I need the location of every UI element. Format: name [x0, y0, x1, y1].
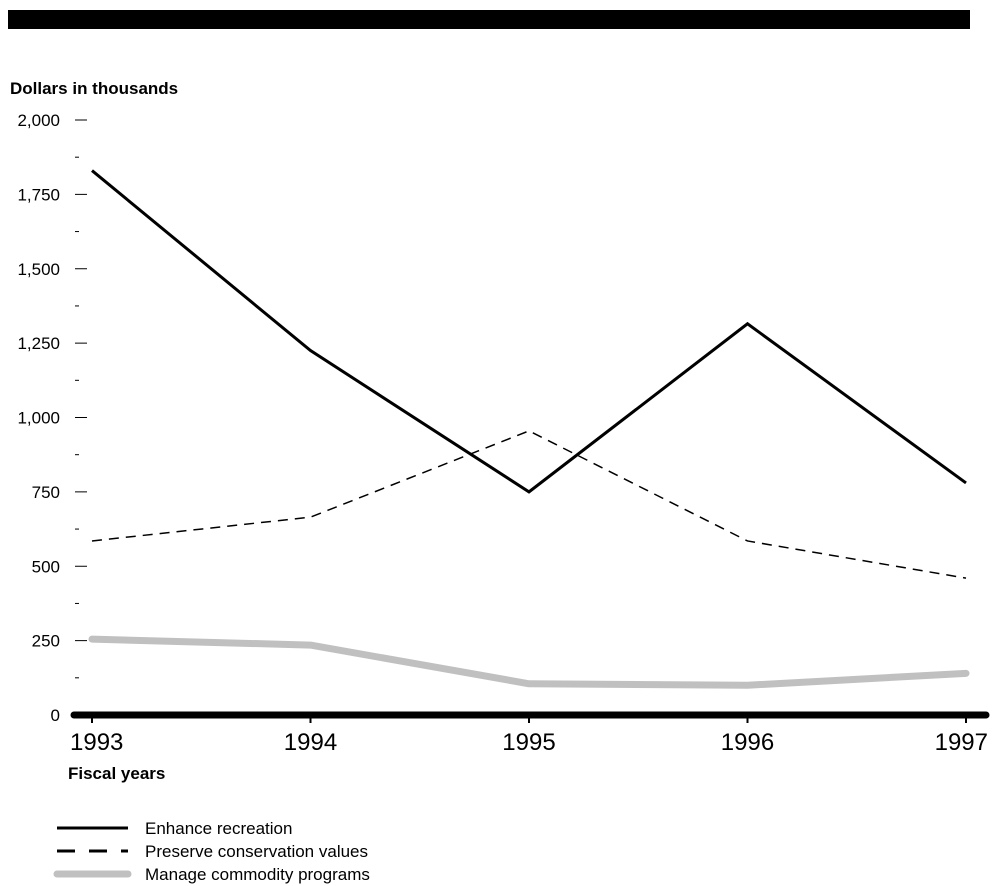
top-banner-bar	[8, 10, 970, 29]
legend: Enhance recreation Preserve conservation …	[53, 819, 370, 884]
series-line-solid	[91, 169, 967, 494]
x-tick-label: 1993	[70, 729, 123, 756]
legend-label: Preserve conservation values	[145, 842, 368, 861]
legend-label: Enhance recreation	[145, 819, 292, 838]
y-tick-label: 500	[32, 557, 60, 576]
legend-label: Manage commodity programs	[145, 865, 370, 884]
y-tick-label: 2,000	[17, 111, 60, 130]
series-line-thick	[88, 635, 970, 689]
x-tick-label: 1996	[721, 729, 774, 756]
x-axis-label: Fiscal years	[68, 764, 165, 783]
series-lines	[88, 169, 970, 689]
y-tick-label: 1,750	[17, 185, 60, 204]
y-axis-label: Dollars in thousands	[10, 79, 178, 98]
y-tick-label: 0	[51, 706, 60, 725]
y-tick-label: 1,500	[17, 260, 60, 279]
x-tick-label: 1994	[284, 729, 337, 756]
x-tick-label: 1997	[935, 729, 988, 756]
y-axis-ticks: 0 250 500 750 1,000 1,250 1,500 1,750 2,000	[17, 111, 87, 725]
y-tick-label: 1,250	[17, 334, 60, 353]
y-tick-label: 1,000	[17, 409, 60, 428]
x-axis-ticks: 1993 1994 1995 1996 1997	[70, 715, 988, 756]
y-tick-label: 250	[32, 632, 60, 651]
series-line-dashed	[91, 430, 967, 579]
x-tick-label: 1995	[502, 729, 555, 756]
y-tick-label: 750	[32, 483, 60, 502]
